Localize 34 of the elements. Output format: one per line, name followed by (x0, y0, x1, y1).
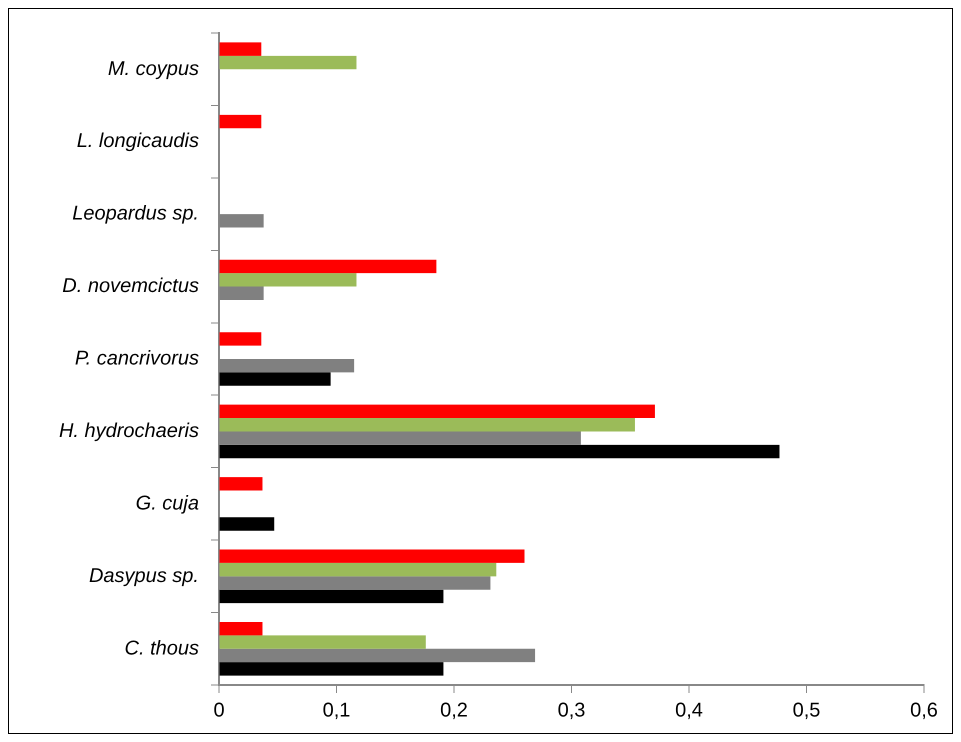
bar (220, 662, 444, 676)
bar (220, 635, 426, 649)
bar (220, 477, 262, 490)
bar (220, 372, 331, 386)
bar (220, 517, 274, 531)
y-tick-label: M. coypus (108, 58, 199, 80)
bar (220, 56, 356, 70)
bar (220, 622, 262, 636)
y-tick-label: Leopardus sp. (72, 202, 199, 225)
bar (220, 590, 444, 604)
bar (220, 273, 356, 287)
bar (220, 444, 780, 458)
y-tick-label: Dasypus sp. (88, 564, 199, 587)
bar (220, 550, 524, 563)
bar (220, 42, 262, 56)
bar (220, 404, 655, 418)
y-tick-label: D. novemcictus (62, 275, 199, 298)
x-tick-label: 0,1 (322, 700, 350, 722)
x-tick-label: 0,4 (675, 700, 703, 722)
bar (220, 114, 262, 128)
y-tick-label: P. cancrivorus (74, 348, 199, 370)
x-tick-label: 0,2 (440, 700, 468, 722)
x-tick-label: 0,5 (792, 700, 820, 722)
y-tick-label: L. longicaudis (76, 130, 199, 152)
y-tick-label: H. hydrochaeris (58, 420, 199, 442)
x-tick-label: 0,3 (558, 700, 586, 722)
bar (220, 562, 496, 576)
bar (220, 260, 436, 274)
x-tick-label: 0 (213, 700, 225, 722)
y-tick-label: G. cuja (136, 492, 199, 514)
bar (220, 332, 262, 346)
y-tick-label: C. thous (124, 637, 199, 660)
x-tick-label: 0,6 (910, 700, 938, 722)
bar (220, 418, 635, 432)
